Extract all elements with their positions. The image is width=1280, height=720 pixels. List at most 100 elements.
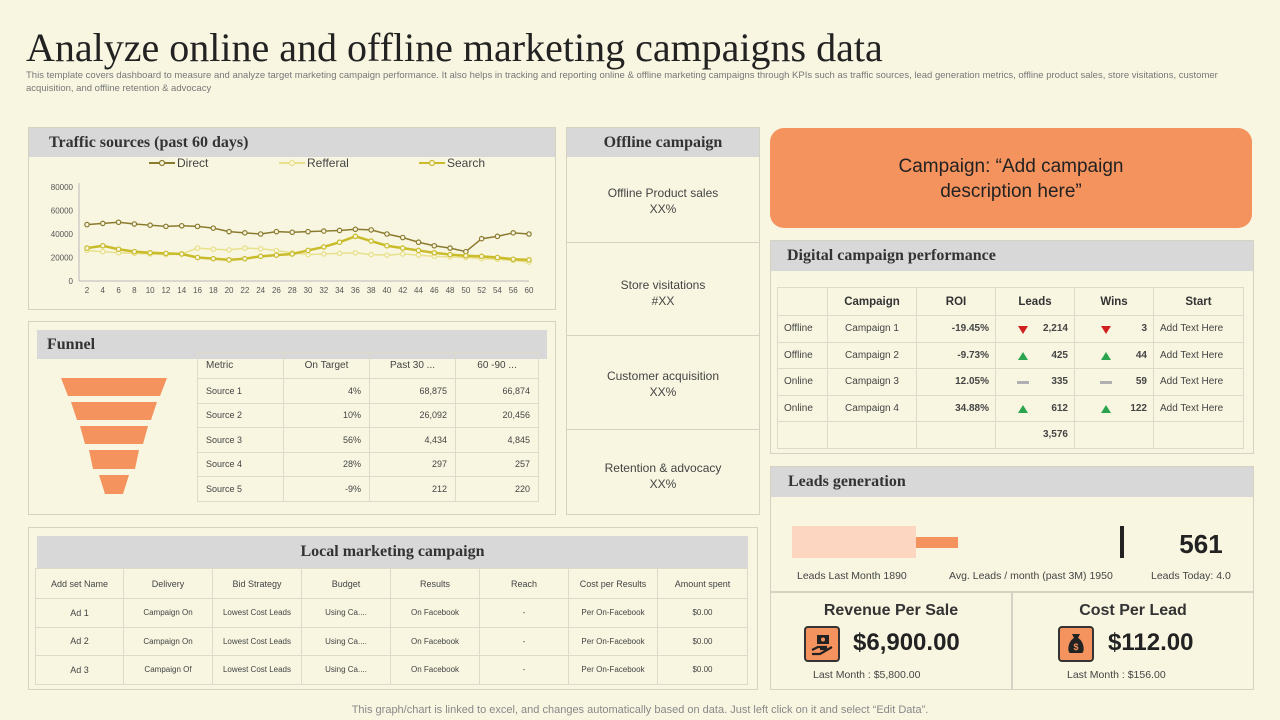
local-cell: Lowest Cost Leads <box>212 626 302 656</box>
digital-leads: 2,214 <box>995 315 1075 343</box>
table-row: Source 5 -9% 212 220 <box>197 476 539 502</box>
funnel-past60: 257 <box>455 451 539 477</box>
legend-label: Refferal <box>307 157 349 170</box>
offline-item-value: XX% <box>649 202 677 216</box>
data-point-direct <box>510 230 517 236</box>
digital-type: Online <box>777 394 828 422</box>
offline-item-label: Store visitations <box>620 278 706 292</box>
digital-wins-value: 59 <box>1135 376 1147 388</box>
data-point-search <box>320 244 327 250</box>
data-point-refferal <box>384 252 390 258</box>
data-point-direct <box>478 235 485 242</box>
local-cell: Campaign Of <box>123 655 213 685</box>
data-point-direct <box>447 245 453 251</box>
data-point-search <box>463 252 469 259</box>
data-point-refferal <box>352 250 359 256</box>
digital-wins: 59 <box>1074 368 1154 396</box>
data-point-direct <box>242 230 248 236</box>
data-point-search <box>510 256 517 263</box>
digital-total-cell <box>916 421 996 449</box>
legend-marker <box>288 159 296 167</box>
digital-leads-value: 2,214 <box>1042 323 1068 335</box>
data-point-direct <box>368 227 374 233</box>
data-point-search <box>478 253 485 260</box>
trend-down-icon <box>1101 326 1111 335</box>
leads-last-month-bar <box>792 526 916 558</box>
y-tick-label: 60000 <box>51 207 74 216</box>
data-point-direct <box>336 227 343 234</box>
data-point-refferal <box>99 248 106 255</box>
footer-note: This graph/chart is linked to excel, and… <box>351 704 929 716</box>
data-point-search <box>368 238 374 244</box>
funnel-table-header: Metric On Target Past 30 ... 60 -90 ... <box>197 352 539 379</box>
data-point-direct <box>147 222 153 228</box>
legend-marker <box>158 159 166 167</box>
series-line-direct <box>86 221 530 253</box>
digital-leads-value: 425 <box>1051 349 1068 361</box>
data-point-direct <box>320 228 327 234</box>
traffic-title: Traffic sources (past 60 days) <box>29 128 555 157</box>
digital-wins: 122 <box>1074 394 1154 422</box>
page-subtitle: This template covers dashboard to measur… <box>26 70 1218 94</box>
cost-panel: Cost Per Lead $ $112.00 Last Month : $15… <box>1012 592 1254 690</box>
trend-flat-icon <box>1017 381 1029 385</box>
data-point-direct <box>194 223 201 230</box>
table-row: Offline Campaign 1 -19.45% 2,214 3 Add T… <box>777 315 1244 343</box>
data-point-search <box>115 246 122 253</box>
data-point-direct <box>415 239 422 246</box>
funnel-metric: Source 3 <box>197 427 284 453</box>
data-point-direct <box>273 228 280 235</box>
x-tick-label: 44 <box>414 286 423 295</box>
table-row: Source 4 28% 297 257 <box>197 451 539 477</box>
local-header: Cost per Results <box>568 568 658 599</box>
data-point-direct <box>210 225 217 231</box>
funnel-stage-2 <box>71 402 157 420</box>
local-cell: $0.00 <box>657 598 748 628</box>
funnel-metric: Source 5 <box>197 476 284 502</box>
x-tick-label: 8 <box>132 286 137 295</box>
x-tick-label: 42 <box>398 286 407 295</box>
data-point-direct <box>494 233 501 240</box>
digital-type: Online <box>777 368 828 396</box>
funnel-past30: 297 <box>369 451 456 477</box>
local-cell: Ad 3 <box>35 655 124 685</box>
data-point-refferal <box>226 247 232 253</box>
offline-title: Offline campaign <box>567 128 759 157</box>
digital-type: Offline <box>777 315 828 343</box>
funnel-target: 56% <box>283 427 370 453</box>
digital-total-cell <box>827 421 917 449</box>
digital-title: Digital campaign performance <box>771 241 1253 271</box>
data-point-direct <box>384 231 390 237</box>
leads-today: Leads Today: 4.0 <box>1151 570 1231 582</box>
data-point-search <box>210 255 217 262</box>
data-point-direct <box>305 228 311 235</box>
digital-wins: 44 <box>1074 341 1154 369</box>
divider <box>567 242 759 243</box>
x-tick-label: 38 <box>367 286 376 295</box>
data-point-refferal <box>399 251 406 257</box>
local-cell: Campaign On <box>123 598 213 628</box>
offline-item-label: Offline Product sales <box>607 186 719 200</box>
funnel-past30: 26,092 <box>369 402 456 428</box>
legend-label: Search <box>447 157 485 170</box>
digital-roi: -9.73% <box>916 341 996 369</box>
legend-label: Direct <box>177 157 209 170</box>
data-point-refferal <box>273 247 280 254</box>
x-tick-label: 24 <box>256 286 265 295</box>
digital-campaign: Campaign 3 <box>827 368 917 396</box>
x-tick-label: 16 <box>193 286 202 295</box>
funnel-past60: 66,874 <box>455 378 539 404</box>
funnel-stage-1 <box>61 378 167 396</box>
digital-leads: 335 <box>995 368 1075 396</box>
data-point-refferal <box>242 245 248 251</box>
data-point-direct <box>163 223 169 230</box>
local-header: Budget <box>301 568 391 599</box>
offline-item-label: Customer acquisition <box>606 369 720 383</box>
x-tick-label: 4 <box>101 286 106 295</box>
x-tick-label: 48 <box>446 286 455 295</box>
table-row: Offline Campaign 2 -9.73% 425 44 Add Tex… <box>777 341 1244 369</box>
x-tick-label: 60 <box>525 286 534 295</box>
campaign-description-box[interactable]: Campaign: “Add campaign description here… <box>770 128 1252 228</box>
funnel-header-metric: Metric <box>197 352 284 379</box>
